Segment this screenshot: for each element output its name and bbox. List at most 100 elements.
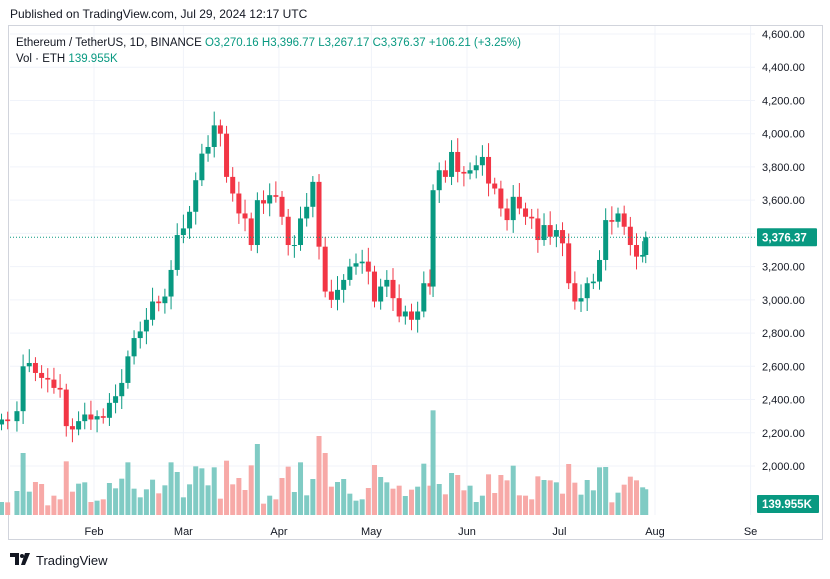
candle-body [88, 414, 94, 420]
volume-bar [328, 486, 334, 515]
volume-bar [547, 480, 553, 515]
candle-body [248, 218, 254, 246]
volume-bar [273, 499, 279, 515]
candle-body [590, 281, 596, 284]
candle-body [523, 208, 529, 217]
volume-bar [69, 491, 75, 515]
volume-bar [473, 502, 479, 515]
volume-bar [254, 444, 260, 515]
candle-body [566, 243, 572, 284]
candle-body [427, 283, 433, 287]
high-value: H3,396.77 [261, 37, 315, 49]
candle-body [39, 372, 45, 378]
volume-bar [180, 497, 186, 515]
candle-body [26, 362, 32, 367]
candle-body [131, 338, 137, 357]
candle-body [162, 296, 168, 304]
volume-bar [304, 495, 310, 515]
volume-bar [248, 465, 254, 515]
volume-bar [442, 494, 448, 515]
volume-bar [640, 487, 646, 515]
candle-body [45, 377, 51, 380]
footer-branding[interactable]: TradingView [10, 553, 108, 568]
candle-body [384, 279, 390, 287]
candle-body [168, 269, 174, 297]
candle-body [82, 414, 88, 422]
x-tick-label: Apr [270, 526, 287, 538]
candle-body [298, 218, 304, 246]
volume-bar [217, 498, 223, 515]
candle-body [199, 153, 205, 181]
y-tick-label: 3,200.00 [762, 262, 805, 274]
volume-bar [119, 478, 125, 515]
last-price-label: 3,376.37 [762, 232, 807, 244]
volume-bar [486, 474, 492, 515]
x-tick-label: Mar [174, 526, 193, 538]
volume-bar [609, 502, 615, 515]
candle-body [279, 196, 285, 217]
volume-bar [396, 485, 402, 515]
candle-body [193, 180, 199, 212]
candle-body [378, 286, 384, 302]
candle-body [335, 289, 341, 300]
volume-bar [113, 488, 119, 515]
price-candles [0, 111, 649, 443]
volume-bar [39, 484, 45, 515]
y-tick-label: 2,800.00 [762, 328, 805, 340]
candle-body [211, 125, 217, 147]
volume-bar [100, 499, 106, 515]
volume-bar [205, 485, 211, 515]
published-caption: Published on TradingView.com, Jul 29, 20… [10, 7, 308, 21]
x-tick-label: May [361, 526, 382, 538]
candle-body [150, 301, 156, 320]
candle-body [609, 220, 615, 222]
volume-bar [584, 480, 590, 515]
volume-bar [597, 467, 603, 515]
low-value: L3,267.17 [318, 37, 370, 49]
volume-bar [20, 453, 26, 515]
volume-bar [578, 494, 584, 515]
symbol-title[interactable]: Ethereum / TetherUS, 1D, BINANCE [16, 37, 202, 49]
volume-bar [242, 490, 248, 515]
y-tick-label: 2,200.00 [762, 428, 805, 440]
volume-bar [51, 495, 57, 515]
candle-body [640, 254, 646, 257]
volume-bar [436, 484, 442, 515]
candle-body [402, 311, 408, 317]
volume-bar [236, 478, 242, 515]
volume-bar [193, 466, 199, 515]
candle-body [627, 226, 633, 246]
volume-label[interactable]: Vol · ETH [16, 53, 66, 65]
candle-body [76, 421, 82, 430]
candle-body [467, 170, 473, 174]
candle-body [430, 190, 436, 287]
candle-body [316, 181, 322, 247]
volume-bar [461, 490, 467, 515]
volume-bar [322, 453, 328, 515]
chart-frame [8, 25, 823, 540]
volume-bar [421, 463, 427, 515]
candle-body [396, 298, 402, 317]
volume-bar [57, 499, 63, 515]
candle-body [455, 151, 461, 172]
tradingview-logo-icon [10, 553, 32, 568]
candle-body [541, 225, 547, 241]
candle-body [372, 271, 377, 302]
volume-bar [285, 466, 291, 515]
volume-bar [310, 479, 316, 515]
volume-bar [510, 465, 516, 515]
volume-bar [427, 485, 433, 515]
candle-body [328, 291, 334, 300]
volume-bar [479, 495, 485, 515]
volume-bar [106, 483, 112, 515]
y-tick-label: 4,000.00 [762, 129, 805, 141]
candle-body [119, 382, 125, 397]
volume-bar [572, 482, 578, 515]
volume-bar [378, 477, 384, 515]
y-tick-label: 3,800.00 [762, 162, 805, 174]
candle-body [621, 213, 627, 227]
candle-body [486, 156, 492, 184]
time-axis: Feb Mar Apr May Jun Jul Aug Se [85, 526, 758, 538]
volume-bar [430, 410, 436, 515]
